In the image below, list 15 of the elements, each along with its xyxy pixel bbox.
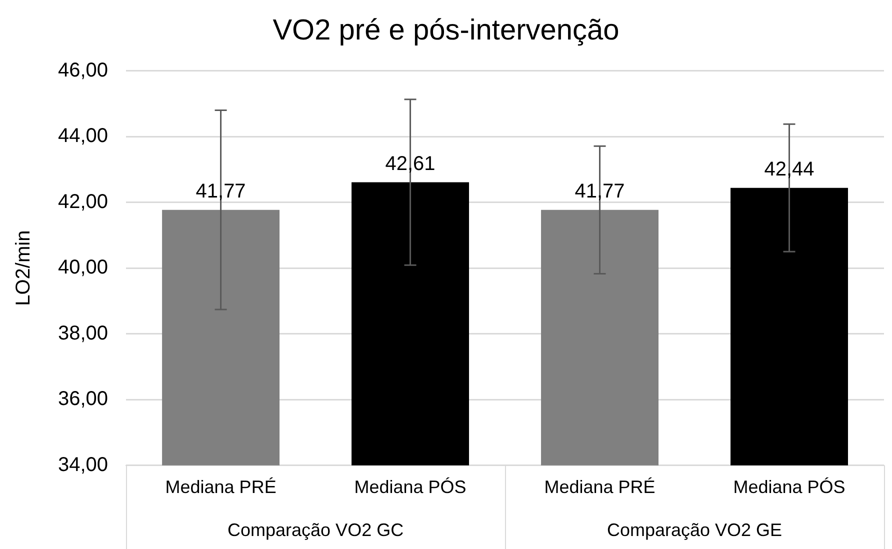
- y-tick-label: 42,00: [58, 190, 108, 213]
- y-axis-title: LO2/min: [12, 230, 35, 306]
- y-tick-label: 40,00: [58, 256, 108, 279]
- x-tick-label: Mediana PÓS: [354, 477, 466, 498]
- y-tick-label: 36,00: [58, 388, 108, 410]
- y-tick-label: 44,00: [58, 125, 108, 148]
- x-tick-label: Mediana PRÉ: [544, 477, 656, 498]
- chart-title: VO2 pré e pós-intervenção: [272, 14, 620, 46]
- x-tick-label: Mediana PÓS: [733, 477, 846, 498]
- x-tick-label: Mediana PRÉ: [165, 477, 276, 498]
- y-tick-label: 46,00: [58, 59, 108, 82]
- text: Comparação VO2 GE: [606, 520, 782, 540]
- text: Comparação VO2 GC: [228, 520, 404, 540]
- y-tick-label: 38,00: [58, 322, 108, 344]
- y-tick-label: 34,00: [58, 454, 108, 476]
